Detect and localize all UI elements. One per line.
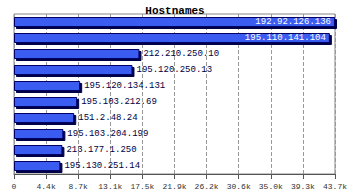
svg-text:35.0k: 35.0k	[259, 182, 283, 190]
svg-text:212.210.250.10: 212.210.250.10	[143, 49, 219, 59]
svg-text:8.7k: 8.7k	[69, 182, 88, 190]
svg-text:30.6k: 30.6k	[227, 182, 251, 190]
svg-text:21.9k: 21.9k	[162, 182, 186, 190]
svg-text:195.103.204.199: 195.103.204.199	[67, 129, 148, 139]
svg-text:Hostnames: Hostnames	[145, 5, 204, 17]
svg-text:26.2k: 26.2k	[195, 182, 219, 190]
svg-text:39.3k: 39.3k	[291, 182, 315, 190]
svg-text:13.1k: 13.1k	[98, 182, 122, 190]
svg-text:43.7k: 43.7k	[323, 182, 347, 190]
svg-text:213.177.1.250: 213.177.1.250	[66, 145, 136, 155]
svg-text:195.103.212.69: 195.103.212.69	[81, 97, 157, 107]
svg-text:195.120.134.131: 195.120.134.131	[84, 81, 165, 91]
svg-text:4.4k: 4.4k	[36, 182, 55, 190]
svg-text:0: 0	[12, 182, 17, 190]
svg-text:192.92.126.136: 192.92.126.136	[255, 17, 331, 27]
svg-text:151.2.48.24: 151.2.48.24	[78, 113, 137, 123]
svg-text:17.5k: 17.5k	[130, 182, 154, 190]
svg-text:195.110.141.104: 195.110.141.104	[245, 33, 326, 43]
svg-text:195.130.251.14: 195.130.251.14	[64, 161, 140, 171]
svg-text:195.120.250.13: 195.120.250.13	[136, 65, 212, 75]
